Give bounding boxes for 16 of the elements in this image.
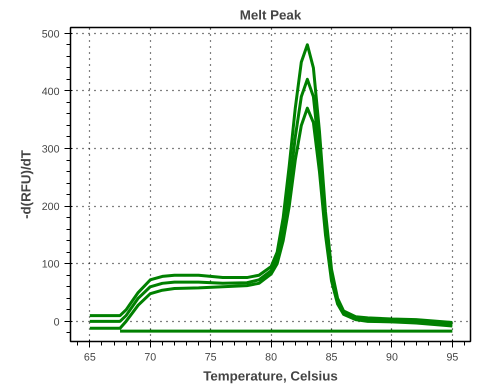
y-tick-label: 500 <box>42 28 60 40</box>
chart-title: Melt Peak <box>240 8 302 22</box>
x-axis-title: Temperature, Celsius <box>203 368 338 384</box>
y-tick-label: 200 <box>42 201 60 214</box>
x-tick-label: 90 <box>386 352 398 364</box>
y-tick-label: 300 <box>42 143 60 156</box>
y-axis-title: -d(RFU)/dT <box>18 150 34 219</box>
x-tick-label: 85 <box>326 352 338 364</box>
x-tick-label: 75 <box>204 352 217 364</box>
y-tick-label: 100 <box>42 258 60 271</box>
y-tick-label: 0 <box>54 316 60 328</box>
x-tick-label: 95 <box>446 352 458 364</box>
x-tick-label: 70 <box>144 352 156 364</box>
x-tick-label: 65 <box>84 352 96 364</box>
x-tick-label: 80 <box>265 352 278 364</box>
y-tick-label: 400 <box>42 86 60 98</box>
